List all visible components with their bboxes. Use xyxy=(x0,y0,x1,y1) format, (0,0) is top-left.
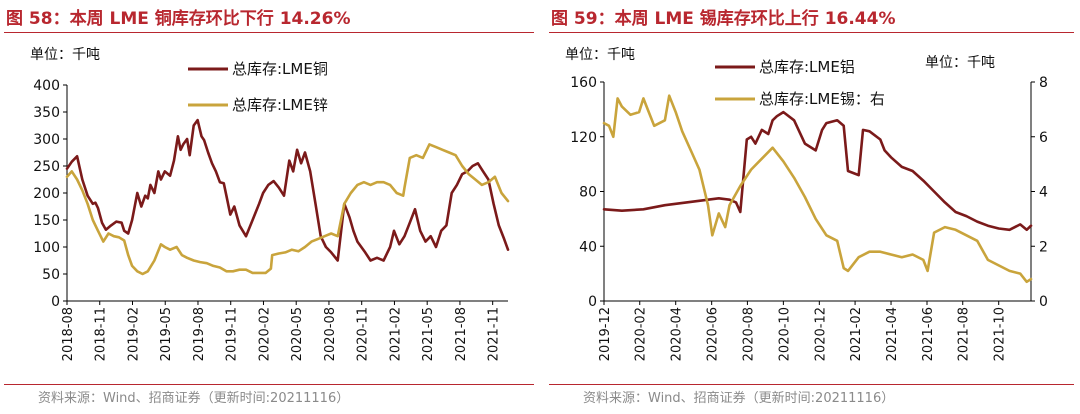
x-tick-label: 2021-05 xyxy=(421,307,436,361)
y-tick-label: 160 xyxy=(570,75,597,91)
chart-title: 图 58：本周 LME 铜库存环比下行 14.26% xyxy=(6,9,351,29)
unit-label-left: 单位：千吨 xyxy=(565,47,635,63)
x-tick-label: 2021-02 xyxy=(388,307,403,361)
y2-tick-label: 2 xyxy=(1039,239,1048,255)
x-tick-label: 2020-08 xyxy=(323,307,338,361)
unit-label-right: 单位：千吨 xyxy=(925,55,995,71)
legend-label: 总库存:LME铜 xyxy=(232,60,328,78)
chart-panel-copper-zinc: 图 58：本周 LME 铜库存环比下行 14.26% 单位：千吨 0 50 100 1… xyxy=(4,9,534,406)
x-tick-label: 2021-08 xyxy=(454,307,469,361)
chart-panel-aluminium-tin: 图 59：本周 LME 锡库存环比上行 16.44% 单位：千吨 单位：千吨 0… xyxy=(545,0,1080,414)
line-chart-aluminium-tin: 0 40 80 120 160 0 2 4 6 8 2019-12 2020-02 2020-04 202… xyxy=(570,58,1048,361)
legend-label: 总库存:LME锡：右 xyxy=(759,90,885,108)
title-rule xyxy=(549,32,1074,33)
y-tick-label: 0 xyxy=(588,294,597,310)
x-tick-label: 2019-05 xyxy=(159,307,174,361)
legend-label: 总库存:LME锌 xyxy=(232,96,328,114)
x-tick-label: 2020-02 xyxy=(634,307,649,361)
y2-tick-label: 4 xyxy=(1039,185,1048,201)
y-tick-label: 80 xyxy=(579,185,597,201)
source-note: 资料来源：Wind、招商证券（更新时间:20211116） xyxy=(38,391,350,406)
x-tick-label: 2021-10 xyxy=(993,307,1008,361)
y-tick-label: 100 xyxy=(33,240,60,256)
x-tick-label: 2020-12 xyxy=(813,307,828,361)
x-tick-label: 2020-05 xyxy=(290,307,305,361)
x-tick-label: 2021-06 xyxy=(921,307,936,361)
x-tick-label: 2020-02 xyxy=(257,307,272,361)
footer-rule xyxy=(549,384,1074,385)
series-line-2 xyxy=(602,94,1033,284)
y2-tick-label: 6 xyxy=(1039,130,1048,146)
y-tick-label: 120 xyxy=(570,130,597,146)
series-line-1 xyxy=(65,118,510,262)
x-tick-label: 2020-04 xyxy=(670,307,685,361)
x-tick-label: 2019-11 xyxy=(225,307,240,361)
y-tick-label: 400 xyxy=(33,78,60,94)
y-tick-label: 300 xyxy=(33,132,60,148)
x-tick-label: 2021-11 xyxy=(487,307,502,361)
x-tick-label: 2020-11 xyxy=(356,307,371,361)
chart-title: 图 59：本周 LME 锡库存环比上行 16.44% xyxy=(551,9,896,29)
y-tick-label: 200 xyxy=(33,186,60,202)
x-tick-label: 2018-08 xyxy=(61,307,76,361)
y-tick-label: 250 xyxy=(33,159,60,175)
x-tick-label: 2019-02 xyxy=(126,307,141,361)
series-line-2 xyxy=(65,143,510,276)
source-note: 资料来源：Wind、招商证券（更新时间:20211116） xyxy=(583,391,895,406)
x-tick-label: 2020-06 xyxy=(706,307,721,361)
x-tick-label: 2019-12 xyxy=(598,307,613,361)
x-tick-label: 2020-10 xyxy=(777,307,792,361)
y-tick-label: 40 xyxy=(579,239,597,255)
y-tick-label: 50 xyxy=(42,267,60,283)
footer-rule xyxy=(4,384,534,385)
y-tick-label: 0 xyxy=(51,294,60,310)
x-tick-label: 2021-08 xyxy=(957,307,972,361)
y2-tick-label: 8 xyxy=(1039,75,1048,91)
unit-label: 单位：千吨 xyxy=(30,47,100,63)
x-tick-label: 2019-08 xyxy=(192,307,207,361)
line-chart-copper-zinc: 0 50 100 150 200 250 300 350 400 2018-08 2018-11 20… xyxy=(33,60,510,361)
title-rule xyxy=(4,32,534,33)
legend-label: 总库存:LME铝 xyxy=(759,58,855,76)
y-tick-label: 350 xyxy=(33,105,60,121)
x-tick-label: 2021-02 xyxy=(849,307,864,361)
y2-tick-label: 0 xyxy=(1039,294,1048,310)
series-line-1 xyxy=(602,110,1033,232)
x-tick-label: 2021-04 xyxy=(885,307,900,361)
x-tick-label: 2020-08 xyxy=(741,307,756,361)
x-tick-label: 2018-11 xyxy=(94,307,109,361)
y-tick-label: 150 xyxy=(33,213,60,229)
